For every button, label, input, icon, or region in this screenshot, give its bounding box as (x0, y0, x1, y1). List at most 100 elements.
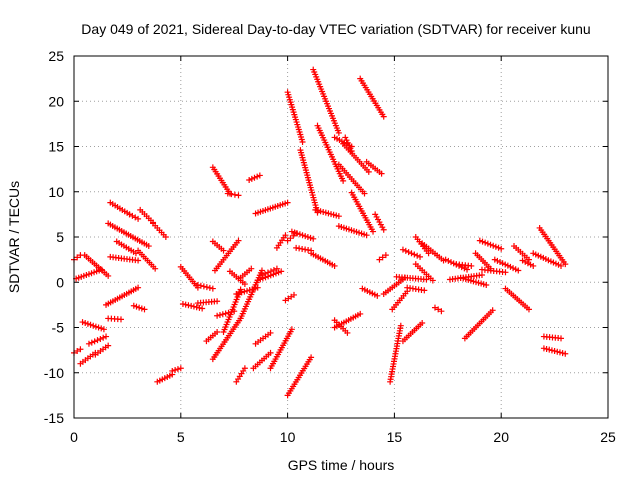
data-point (235, 237, 242, 244)
data-point (133, 303, 140, 310)
data-point (502, 269, 509, 276)
data-segment-48 (284, 354, 315, 399)
data-point (483, 281, 490, 288)
data-point (103, 333, 110, 340)
data-segment-39 (254, 268, 285, 284)
data-point (141, 306, 148, 313)
data-point (397, 322, 404, 329)
data-segment-11 (105, 220, 152, 250)
data-point (344, 329, 351, 336)
data-segment-23 (194, 281, 216, 292)
data-point (135, 257, 142, 264)
data-segment-0 (71, 252, 84, 263)
data-point (376, 256, 383, 263)
data-point (256, 172, 263, 179)
data-point (340, 177, 347, 184)
data-segment-82 (446, 272, 485, 283)
data-point (197, 282, 204, 289)
data-segment-80 (431, 304, 445, 315)
data-point (414, 252, 421, 259)
data-point (254, 173, 261, 180)
data-segment-68 (372, 211, 387, 233)
data-point (562, 350, 569, 357)
data-point (100, 326, 107, 333)
data-segment-40 (250, 349, 274, 372)
data-point (525, 306, 532, 313)
data-point (224, 190, 231, 197)
data-segment-24 (194, 298, 221, 307)
data-point (554, 348, 561, 355)
y-tick-label: -15 (44, 410, 64, 426)
data-point (130, 302, 137, 309)
data-point (98, 325, 105, 332)
data-segment-30 (224, 190, 242, 199)
data-point (527, 261, 534, 268)
data-point (85, 340, 92, 347)
data-segment-88 (478, 266, 509, 276)
data-segment-25 (203, 329, 221, 345)
data-segment-6 (85, 333, 110, 347)
data-point (361, 190, 368, 197)
data-segment-45 (273, 232, 289, 251)
data-point (382, 252, 389, 259)
data-segment-22 (179, 300, 206, 312)
data-point (307, 234, 314, 241)
data-segment-90 (502, 285, 532, 313)
data-segment-18 (150, 220, 169, 240)
data-segment-59 (331, 310, 364, 331)
data-point (294, 230, 301, 237)
y-axis-label: SDTVAR / TECUs (6, 181, 22, 293)
data-point (177, 365, 184, 372)
data-point (417, 253, 424, 260)
data-point (558, 335, 565, 342)
data-segment-8 (103, 284, 142, 308)
data-point (519, 257, 526, 264)
data-point (216, 311, 223, 318)
data-segment-5 (79, 319, 107, 333)
data-point (502, 261, 509, 268)
data-point (328, 211, 335, 218)
data-point (558, 262, 565, 269)
data-point (282, 232, 289, 239)
data-point (138, 305, 145, 312)
data-point (214, 298, 221, 305)
data-segment-73 (393, 273, 430, 283)
data-segment-26 (209, 164, 233, 197)
data-point (220, 247, 227, 254)
data-segment-60 (335, 161, 368, 197)
data-point (236, 290, 243, 297)
data-point (342, 134, 349, 141)
data-segment-9 (105, 315, 124, 323)
data-point (522, 258, 529, 265)
data-point (92, 323, 99, 330)
y-tick-label: 10 (48, 184, 64, 200)
plot-frame (73, 55, 609, 419)
data-point (551, 348, 558, 355)
data-segment-84 (457, 274, 490, 288)
data-point (254, 277, 261, 284)
data-point (495, 244, 502, 251)
x-axis-label: GPS time / hours (288, 457, 395, 473)
data-segment-38 (246, 172, 263, 183)
data-point (507, 263, 514, 270)
data-point (172, 367, 179, 374)
data-point (237, 286, 244, 293)
data-point (251, 174, 258, 181)
data-segment-27 (209, 238, 227, 254)
data-point (499, 260, 506, 267)
data-point (374, 292, 381, 299)
data-point (322, 209, 329, 216)
data-segment-95 (540, 333, 565, 342)
data-point (190, 303, 197, 310)
data-segment-4 (81, 252, 112, 279)
data-point (504, 262, 511, 269)
data-point (411, 251, 418, 258)
y-tick-label: 15 (48, 139, 64, 155)
data-point (241, 281, 248, 288)
data-point (136, 304, 143, 311)
data-point (257, 276, 264, 283)
data-segment-83 (453, 261, 475, 269)
data-point (330, 211, 337, 218)
data-point (185, 302, 192, 309)
